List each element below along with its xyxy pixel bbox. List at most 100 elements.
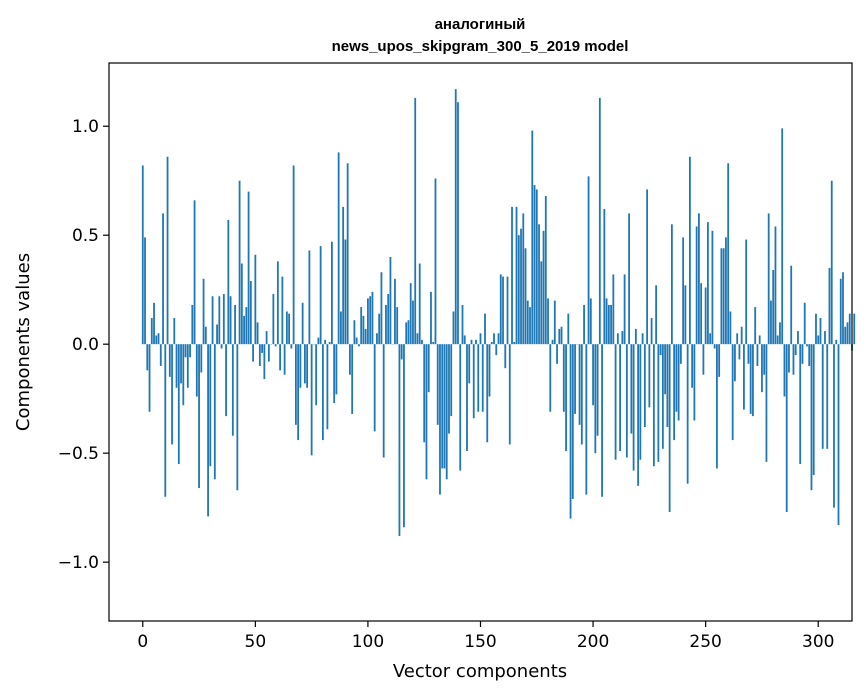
bar	[184, 344, 187, 358]
bar	[477, 344, 480, 412]
bar	[666, 344, 669, 428]
bar	[817, 335, 820, 345]
bar	[598, 97, 601, 345]
bar	[432, 342, 435, 345]
bar	[625, 344, 628, 458]
bar	[743, 344, 745, 410]
bar	[303, 344, 306, 384]
bar	[421, 339, 423, 345]
bar	[396, 307, 399, 345]
bar	[806, 344, 808, 347]
bar	[754, 307, 757, 345]
bar	[335, 344, 338, 395]
bar	[436, 344, 439, 425]
bar	[249, 280, 252, 345]
bar	[292, 165, 295, 345]
bar	[362, 315, 365, 345]
bar	[162, 213, 164, 345]
bar	[556, 344, 558, 364]
bar	[430, 291, 432, 345]
bar	[373, 344, 376, 432]
bar	[412, 300, 414, 345]
bar	[722, 248, 725, 345]
bar	[790, 265, 793, 345]
bar	[513, 342, 516, 345]
bar	[695, 226, 698, 345]
bar	[157, 333, 160, 345]
bar	[619, 344, 621, 451]
bar	[583, 304, 585, 345]
bar	[294, 344, 297, 425]
bar	[378, 313, 381, 345]
bar	[441, 344, 444, 469]
bar	[290, 344, 293, 349]
bar	[589, 298, 592, 345]
bar	[632, 344, 635, 471]
bar	[222, 294, 225, 345]
bar	[200, 344, 203, 373]
bar	[580, 344, 583, 445]
bar	[486, 344, 489, 443]
bar	[673, 344, 676, 441]
bar	[578, 344, 581, 425]
bar	[207, 344, 209, 517]
bar	[227, 219, 230, 345]
bar	[445, 344, 448, 480]
x-axis-label: Vector components	[393, 661, 567, 682]
bar	[821, 344, 824, 449]
bar	[679, 344, 682, 364]
bar	[423, 344, 426, 443]
bar	[195, 344, 198, 397]
bar	[630, 344, 633, 434]
bar	[155, 335, 158, 345]
bar	[799, 344, 802, 465]
bar	[153, 302, 155, 345]
bar	[342, 206, 345, 345]
y-axis-label: Components values	[13, 253, 34, 431]
chart-title-line-1: аналогиный	[435, 16, 526, 33]
bar	[150, 318, 153, 345]
bar	[731, 344, 734, 441]
bar	[272, 294, 275, 345]
bar	[238, 180, 241, 345]
bar	[844, 326, 847, 345]
bar	[837, 344, 840, 526]
bar	[398, 344, 401, 536]
x-tick-label: 0	[137, 632, 148, 652]
bar	[569, 344, 572, 519]
bar	[713, 344, 716, 349]
bar	[810, 344, 813, 491]
bar	[707, 222, 709, 345]
bar	[725, 237, 727, 345]
bar	[610, 304, 612, 345]
y-tick-label: 1.0	[72, 117, 99, 137]
bar	[484, 313, 486, 345]
bar	[148, 344, 151, 412]
bar	[461, 304, 464, 345]
bar	[382, 344, 385, 458]
bar	[711, 230, 714, 345]
y-tick-label: 0.0	[72, 335, 99, 355]
bar	[175, 344, 178, 388]
bar	[511, 206, 513, 345]
bar	[734, 344, 736, 382]
bar	[171, 344, 173, 445]
bar	[691, 344, 694, 388]
bar	[551, 339, 554, 345]
bar	[788, 344, 790, 373]
bar	[729, 311, 732, 345]
bar	[693, 344, 696, 421]
bar	[358, 344, 360, 347]
bar	[565, 344, 567, 451]
bar-series	[141, 89, 856, 536]
bar	[364, 328, 367, 345]
bar	[661, 344, 664, 449]
bar	[544, 195, 547, 345]
bar	[652, 344, 655, 467]
bar	[526, 300, 529, 345]
bar	[718, 344, 721, 377]
bar	[815, 313, 817, 345]
bar	[779, 322, 781, 345]
bar	[310, 344, 313, 456]
